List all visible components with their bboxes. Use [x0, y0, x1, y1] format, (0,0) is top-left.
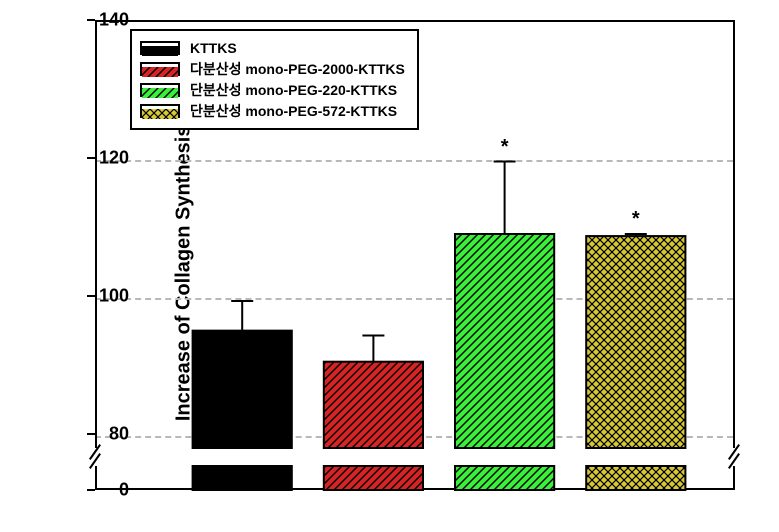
y-tick-label: 0 — [79, 480, 129, 501]
chart-container: Increase of Collagen Synthesis (%) KTTKS… — [0, 0, 779, 532]
legend-label: 다분산성 mono-PEG-2000-KTTKS — [190, 59, 405, 79]
legend-swatch — [140, 41, 180, 55]
y-tick-label: 80 — [79, 424, 129, 445]
axis-break-left — [88, 448, 104, 466]
legend-label: KTTKS — [190, 40, 237, 56]
legend-swatch — [140, 104, 180, 118]
legend-swatch — [140, 62, 180, 76]
legend-row: 단분산성 mono-PEG-572-KTTKS — [140, 101, 405, 121]
legend-row: 다분산성 mono-PEG-2000-KTTKS — [140, 59, 405, 79]
sig-marker-monodisperse-572: * — [632, 208, 640, 231]
gridline — [95, 298, 733, 300]
y-tick-label: 140 — [79, 10, 129, 31]
legend-swatch — [140, 83, 180, 97]
gridline — [95, 436, 733, 438]
y-tick-label: 100 — [79, 286, 129, 307]
legend-row: 단분산성 mono-PEG-220-KTTKS — [140, 80, 405, 100]
legend-row: KTTKS — [140, 38, 405, 58]
legend-label: 단분산성 mono-PEG-572-KTTKS — [190, 101, 397, 121]
legend: KTTKS다분산성 mono-PEG-2000-KTTKS단분산성 mono-P… — [130, 29, 419, 130]
y-tick-label: 120 — [79, 148, 129, 169]
y-axis-upper — [95, 20, 97, 448]
axis-break-right — [727, 448, 743, 466]
legend-label: 단분산성 mono-PEG-220-KTTKS — [190, 80, 397, 100]
gridline — [95, 160, 733, 162]
sig-marker-monodisperse-220: * — [501, 136, 509, 159]
